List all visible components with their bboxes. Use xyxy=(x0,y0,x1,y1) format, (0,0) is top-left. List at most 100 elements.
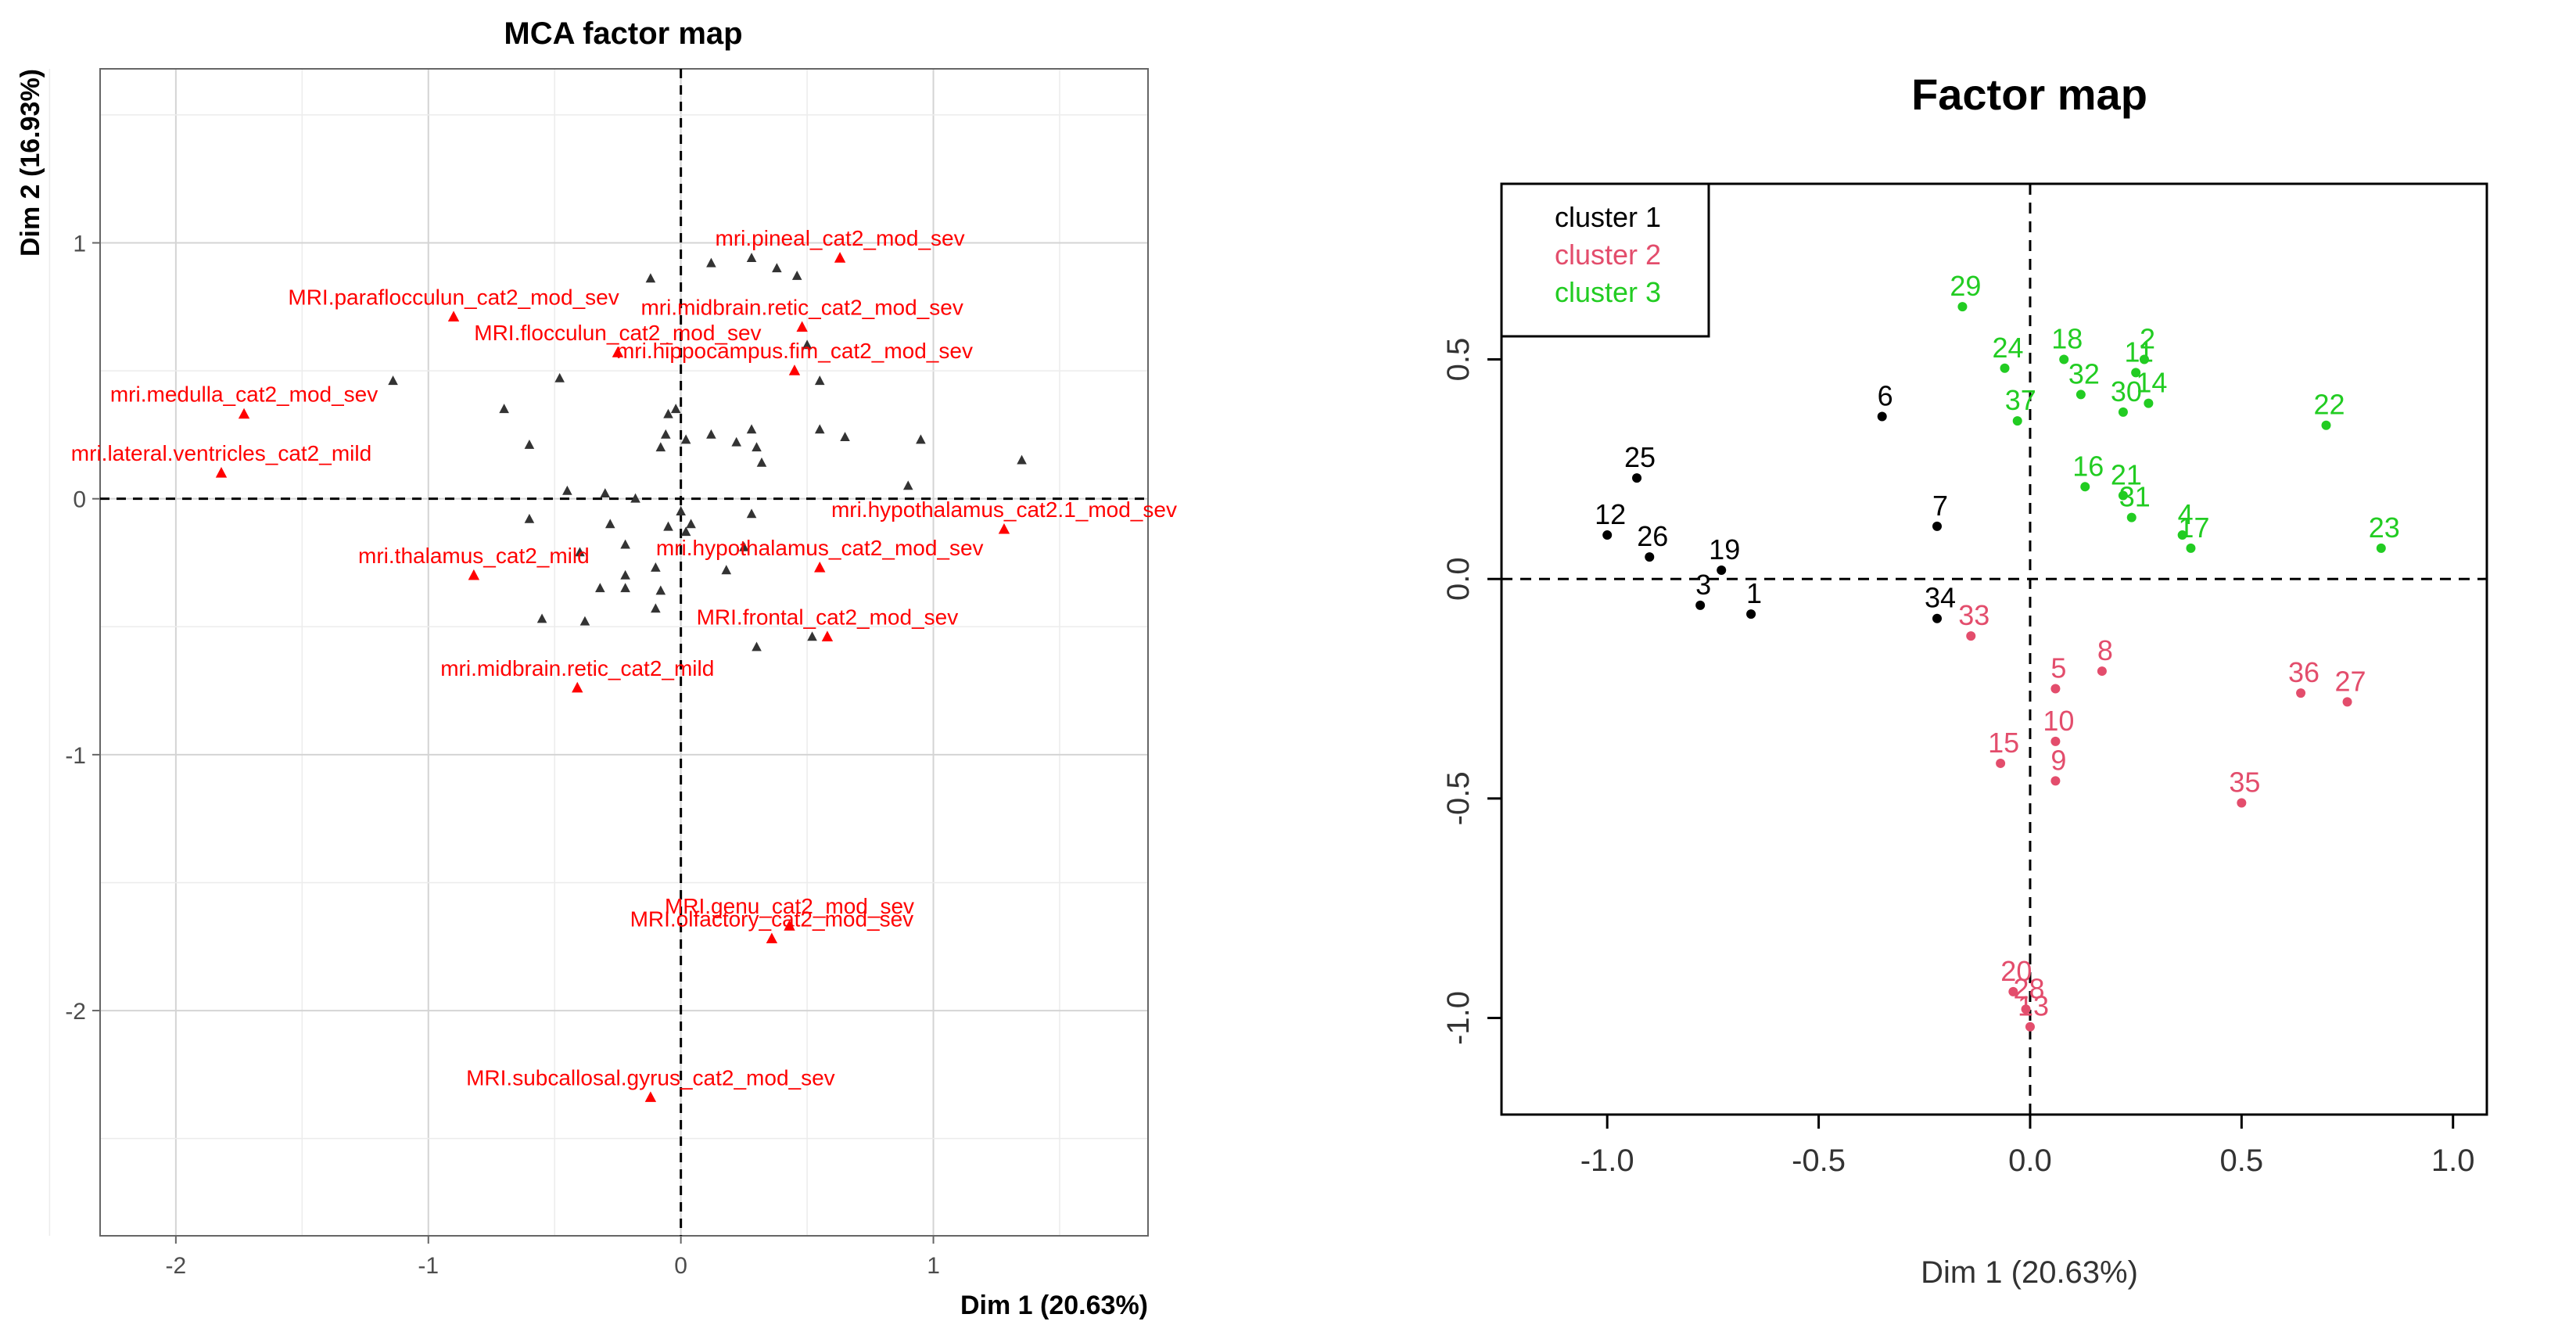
cluster-point-label-34: 34 xyxy=(1925,582,1956,614)
cluster-point-20 xyxy=(2008,986,2018,996)
mca-chart-title: MCA factor map xyxy=(504,16,742,51)
cluster-point-32 xyxy=(2076,390,2086,400)
cluster-y-tick-label: -1.0 xyxy=(1441,991,1476,1045)
legend-entry-cluster-1: cluster 1 xyxy=(1555,201,1661,233)
cluster-point-26 xyxy=(1645,552,1655,562)
cluster-point-label-2: 2 xyxy=(2140,323,2155,355)
mca-label-mri-frontal-cat2-mod-sev: MRI.frontal_cat2_mod_sev xyxy=(697,605,959,629)
mca-point-other xyxy=(746,424,757,434)
mca-point-other xyxy=(1017,454,1027,465)
mca-point-mri-subcallosal-gyrus-cat2-mod-sev xyxy=(644,1091,657,1102)
mca-point-mri-hippocampus-fim-cat2-mod-sev xyxy=(788,364,801,375)
cluster-point-label-1: 1 xyxy=(1746,577,1762,609)
cluster-point-label-8: 8 xyxy=(2097,634,2113,666)
cluster-point-label-33: 33 xyxy=(1958,599,1989,631)
cluster-y-tick-label: 0.5 xyxy=(1441,338,1476,382)
mca-point-labels: mri.pineal_cat2_mod_sev mri.midbrain.reti… xyxy=(71,226,1177,1090)
cluster-point-16 xyxy=(2080,482,2090,492)
mca-factor-map: MCA factor map mri.pineal_cat2_mod_sevmr… xyxy=(16,16,1177,1320)
mca-point-other xyxy=(620,583,630,593)
cluster-point-label-5: 5 xyxy=(2050,652,2066,684)
mca-gridlines xyxy=(48,69,1148,1236)
mca-point-other xyxy=(645,273,656,283)
cluster-point-25 xyxy=(1632,473,1642,483)
mca-point-other xyxy=(706,257,716,267)
mca-label-mri-hypothalamus-cat2-mod-sev: mri.hypothalamus_cat2_mod_sev xyxy=(656,536,984,560)
cluster-point-12 xyxy=(1602,530,1613,540)
mca-point-other xyxy=(630,493,640,503)
mca-point-mri-lateral-ventricles-cat2-mild xyxy=(215,466,228,478)
mca-point-other xyxy=(840,432,850,442)
cluster-point-36 xyxy=(2296,688,2306,698)
cluster-point-37 xyxy=(2012,416,2022,426)
cluster-point-label-17: 17 xyxy=(2178,512,2209,544)
cluster-point-label-19: 19 xyxy=(1709,533,1740,565)
cluster-point-22 xyxy=(2321,420,2331,430)
cluster-point-label-28: 28 xyxy=(2014,972,2045,1004)
cluster-point-27 xyxy=(2342,697,2352,707)
mca-label-mri-paraflocculun-cat2-mod-sev: MRI.paraflocculun_cat2_mod_sev xyxy=(288,285,619,309)
mca-label-mri-hypothalamus-cat2-1-mod-sev: mri.hypothalamus_cat2.1_mod_sev xyxy=(831,497,1177,522)
mca-point-other xyxy=(595,583,605,593)
mca-point-mri-paraflocculun-cat2-mod-sev xyxy=(447,311,460,321)
cluster-point-5 xyxy=(2050,684,2061,694)
mca-point-other xyxy=(620,539,630,549)
cluster-point-18 xyxy=(2059,354,2069,364)
mca-point-other xyxy=(752,641,762,652)
cluster-point-23 xyxy=(2376,543,2386,553)
mca-reference-lines xyxy=(100,69,1148,1236)
mca-point-other xyxy=(575,547,585,557)
mca-point-other xyxy=(579,616,590,626)
mca-point-other xyxy=(739,541,749,551)
mca-label-mri-genu-cat2-mod-sev: MRI.genu_cat2_mod_sev xyxy=(665,894,914,918)
mca-point-other xyxy=(655,585,666,595)
cluster-point-label-31: 31 xyxy=(2119,481,2151,513)
mca-point-other xyxy=(752,442,762,452)
legend-entry-cluster-2: cluster 2 xyxy=(1555,239,1661,271)
mca-y-tick-label: -1 xyxy=(65,743,86,769)
cluster-point-label-21: 21 xyxy=(2111,459,2142,491)
cluster-x-tick-label: 0.0 xyxy=(2008,1144,2052,1178)
cluster-y-ticks: 0.5 0.0 -0.5 -1.0 xyxy=(1441,338,1501,1045)
mca-y-axis-label: Dim 2 (16.93%) xyxy=(16,69,45,257)
mca-label-mri-midbrain-retic-cat2-mod-sev: mri.midbrain.retic_cat2_mod_sev xyxy=(640,295,963,319)
mca-point-other xyxy=(524,439,535,449)
mca-x-ticks: -2 -1 0 1 xyxy=(166,1236,940,1279)
mca-point-mri-flocculun-cat2-mod-sev xyxy=(612,346,624,357)
mca-point-mri-hypothalamus-cat2-mod-sev xyxy=(814,562,826,573)
mca-points xyxy=(215,252,1027,1102)
legend-entry-cluster-3: cluster 3 xyxy=(1555,276,1661,308)
mca-x-tick-label: -2 xyxy=(166,1253,187,1279)
cluster-point-label-32: 32 xyxy=(2068,357,2100,390)
cluster-point-label-20: 20 xyxy=(2000,955,2032,987)
mca-point-other xyxy=(814,375,825,386)
mca-point-mri-thalamus-cat2-mild xyxy=(468,569,480,580)
cluster-plot-frame xyxy=(1500,182,2488,1116)
mca-y-tick-label: 1 xyxy=(73,231,86,257)
mca-point-other xyxy=(706,429,716,439)
mca-point-other xyxy=(802,339,813,350)
cluster-point-label-3: 3 xyxy=(1695,569,1711,601)
cluster-point-label-35: 35 xyxy=(2229,766,2260,798)
cluster-point-3 xyxy=(1695,600,1706,610)
cluster-point-label-23: 23 xyxy=(2369,512,2400,544)
mca-point-other xyxy=(600,488,611,498)
mca-point-mri-hypothalamus-cat2-1-mod-sev xyxy=(998,522,1010,534)
mca-point-mri-medulla-cat2-mod-sev xyxy=(238,407,250,419)
legend-box xyxy=(1500,182,1710,338)
mca-y-ticks: 1 0 -1 -2 xyxy=(65,231,100,1025)
mca-point-mri-frontal-cat2-mod-sev xyxy=(821,630,834,641)
mca-point-other xyxy=(731,436,741,447)
cluster-point-label-10: 10 xyxy=(2043,705,2074,737)
cluster-point-8 xyxy=(2097,666,2107,677)
cluster-point-label-30: 30 xyxy=(2111,375,2142,407)
cluster-point-label-29: 29 xyxy=(1950,270,1981,302)
cluster-y-tick-label: -0.5 xyxy=(1441,771,1476,825)
cluster-point-17 xyxy=(2186,543,2196,553)
cluster-point-1 xyxy=(1746,609,1756,619)
mca-x-axis-label: Dim 1 (20.63%) xyxy=(960,1291,1148,1320)
cluster-point-label-15: 15 xyxy=(1988,727,2019,759)
cluster-points xyxy=(1602,302,2386,1032)
